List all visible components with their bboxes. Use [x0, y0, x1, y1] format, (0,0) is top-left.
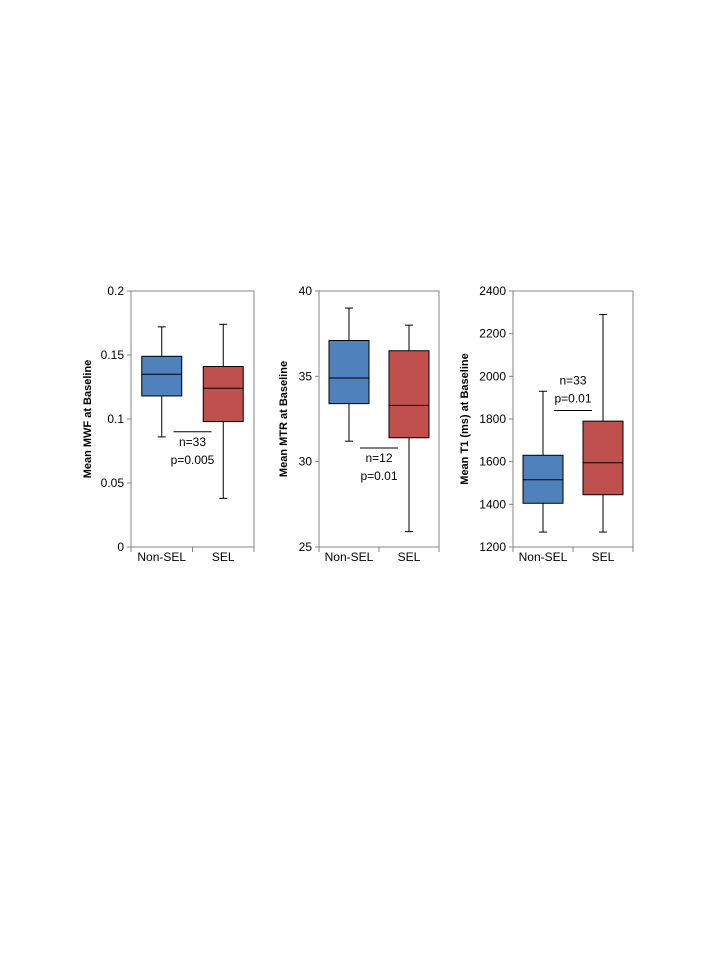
box-sel: [388, 324, 430, 533]
y-tick-label: 2400: [479, 284, 506, 298]
y-tick-label: 1200: [479, 540, 506, 554]
chart-panel-2: 25 30 35 40 Non-SEL SEL Mean MTR at Baseline n=…: [278, 284, 440, 564]
x-tick-label: Non-SEL: [137, 550, 186, 564]
x-tick-label: SEL: [398, 550, 421, 564]
y-tick-label: 0: [117, 540, 124, 554]
box-sel: [202, 323, 244, 499]
y-tick-label: 0.15: [101, 348, 125, 362]
chart-panel-3: 1200 1400 1600 1800 2000 2200 2400 Non-SEL SEL Me…: [459, 284, 634, 564]
y-tick-label: 2200: [479, 327, 506, 341]
sample-size-label: n=33: [559, 373, 586, 387]
p-value-label: p=0.01: [360, 469, 397, 483]
plot-frame: [512, 290, 634, 548]
chart-panel-1: 0 0.05 0.1 0.15 0.2 Non-SEL SEL Mean MWF at Bas…: [82, 284, 255, 564]
y-tick-label: 30: [299, 455, 313, 469]
box-sel: [582, 313, 624, 533]
iqr-box: [328, 339, 370, 405]
y-tick-label: 35: [299, 369, 313, 383]
iqr-box: [388, 350, 430, 439]
y-tick-label: 2000: [479, 369, 506, 383]
y-tick-label: 1400: [479, 497, 506, 511]
iqr-box: [522, 454, 564, 504]
y-tick-label: 40: [299, 284, 313, 298]
y-axis-title: Mean MTR at Baseline: [278, 361, 290, 477]
box-non-sel: [328, 307, 370, 442]
y-axis-title: Mean MWF at Baseline: [82, 360, 94, 479]
box-non-sel: [522, 390, 564, 533]
p-value-label: p=0.005: [171, 453, 215, 467]
y-tick-label: 1800: [479, 412, 506, 426]
x-tick-label: SEL: [212, 550, 235, 564]
y-tick-label: 1600: [479, 455, 506, 469]
iqr-box: [582, 420, 624, 496]
sample-size-label: n=33: [179, 435, 206, 449]
y-tick-label: 0.1: [107, 412, 124, 426]
y-axis-title: Mean T1 (ms) at Baseline: [459, 353, 471, 484]
x-tick-label: Non-SEL: [325, 550, 374, 564]
y-tick-label: 0.05: [101, 476, 125, 490]
y-tick-label: 0.2: [107, 284, 124, 298]
iqr-box: [141, 355, 183, 397]
x-tick-label: Non-SEL: [519, 550, 568, 564]
p-value-label: p=0.01: [554, 391, 591, 405]
box-non-sel: [141, 326, 183, 438]
x-tick-label: SEL: [592, 550, 615, 564]
y-tick-label: 25: [299, 540, 313, 554]
iqr-box: [202, 366, 244, 423]
sample-size-label: n=12: [365, 451, 392, 465]
